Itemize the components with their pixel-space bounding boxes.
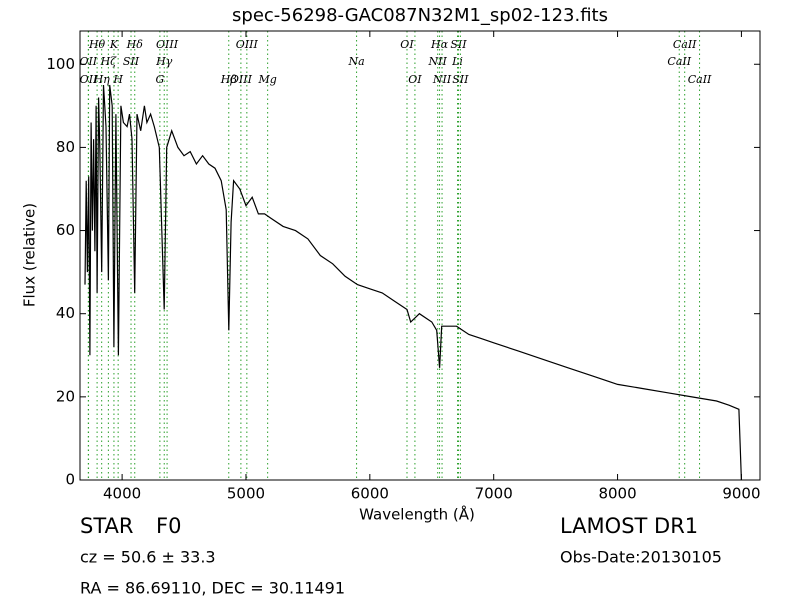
spectral-line-label: Hβ xyxy=(220,73,237,86)
plot-frame xyxy=(79,30,761,481)
x-axis-label: Wavelength (Å) xyxy=(359,505,475,524)
obs-date: Obs-Date:20130105 xyxy=(560,548,722,567)
spectral-line-label: NII xyxy=(432,73,452,86)
subclass: F0 xyxy=(156,514,181,538)
spectrum-line xyxy=(84,84,742,481)
spectral-line-label: SII xyxy=(123,55,140,68)
spectral-line-label: OII xyxy=(79,55,97,68)
x-tick-label: 7000 xyxy=(475,485,513,503)
spectral-line-label: OII xyxy=(80,73,98,86)
y-tick-label: 60 xyxy=(56,221,75,239)
object-class: STAR xyxy=(80,514,133,538)
spectral-line-label: Hδ xyxy=(126,38,144,51)
spectral-line-label: Hγ xyxy=(155,55,173,68)
spectral-line-label: Li xyxy=(451,55,463,68)
spectral-line-label: OI xyxy=(400,38,414,51)
x-tick-label: 5000 xyxy=(227,485,265,503)
spectral-line-label: CaII xyxy=(688,73,712,86)
x-tick-label: 4000 xyxy=(103,485,141,503)
spectral-line-label: SII xyxy=(450,38,467,51)
spectral-line-label: OIII xyxy=(156,38,179,51)
coordinates: RA = 86.69110, DEC = 30.11491 xyxy=(80,579,345,598)
spectral-line-label: Hα xyxy=(430,38,449,51)
y-axis-label: Flux (relative) xyxy=(21,203,39,307)
x-tick-label: 8000 xyxy=(598,485,636,503)
spectral-line-label: Hθ xyxy=(88,38,106,51)
x-tick-label: 9000 xyxy=(722,485,760,503)
redshift: cz = 50.6 ± 33.3 xyxy=(80,548,216,567)
y-tick-label: 80 xyxy=(56,138,75,156)
spectral-line-label: Na xyxy=(347,55,364,68)
y-tick-label: 20 xyxy=(56,387,75,405)
chart-title: spec-56298-GAC087N32M1_sp02-123.fits xyxy=(232,5,608,26)
spectral-line-label: SII xyxy=(452,73,469,86)
spectral-line-label: OIII xyxy=(236,38,259,51)
y-tick-label: 100 xyxy=(46,55,75,73)
spectral-line-label: K xyxy=(109,38,119,51)
spectral-line-label: CaII xyxy=(667,55,691,68)
spectral-line-label: OI xyxy=(408,73,422,86)
survey: LAMOST DR1 xyxy=(560,514,698,538)
x-tick-label: 6000 xyxy=(351,485,389,503)
y-tick-label: 0 xyxy=(65,471,75,489)
spectral-line-label: NII xyxy=(428,55,448,68)
spectral-line-label: Hζ xyxy=(100,55,118,68)
y-tick-label: 40 xyxy=(56,304,75,322)
spectral-line-label: Hη xyxy=(93,73,111,86)
spectral-line-label: OIII xyxy=(230,73,253,86)
spectral-line-label: CaII xyxy=(673,38,697,51)
spectral-line-label: H xyxy=(112,73,123,86)
spectral-line-label: G xyxy=(155,73,164,86)
spectral-line-label: Mg xyxy=(257,73,276,86)
